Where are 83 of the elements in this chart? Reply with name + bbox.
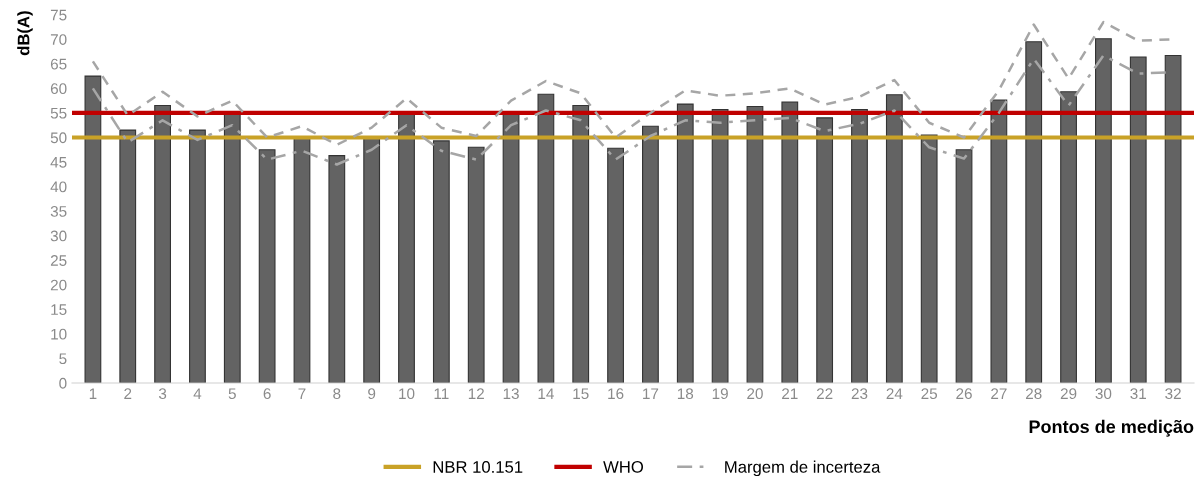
x-tick-label: 15 — [573, 388, 589, 400]
y-tick-label: 70 — [50, 34, 67, 45]
y-tick-label: 50 — [50, 132, 67, 144]
x-tick-label: 10 — [399, 388, 415, 400]
bar — [816, 117, 834, 383]
bar — [642, 125, 659, 383]
bar — [84, 75, 102, 383]
bar — [467, 146, 485, 383]
x-tick-label: 5 — [228, 388, 236, 400]
x-tick-label: 16 — [608, 388, 624, 400]
x-tick-label: 28 — [1025, 388, 1042, 400]
x-axis-title: Pontos de medição — [1029, 419, 1194, 437]
x-tick-label: 3 — [158, 388, 167, 400]
x-tick-label: 4 — [193, 388, 202, 399]
legend-label: WHO — [603, 461, 644, 473]
x-tick-label: 27 — [991, 388, 1007, 399]
y-tick-label: 15 — [51, 304, 67, 316]
x-tick-label: 17 — [643, 388, 659, 399]
x-tick-label: 25 — [921, 388, 938, 400]
y-tick-label: 30 — [50, 230, 67, 242]
x-tick-label: 14 — [538, 388, 554, 399]
legend-label: NBR 10.151 — [433, 461, 523, 473]
bar — [189, 129, 206, 383]
y-tick-label: 65 — [50, 58, 67, 70]
y-tick-label: 10 — [51, 328, 67, 340]
bar — [607, 147, 624, 383]
x-tick-label: 2 — [124, 388, 132, 399]
x-tick-label: 6 — [263, 388, 271, 400]
bar — [328, 155, 346, 383]
bar — [1025, 41, 1043, 383]
legend-label: Margem de incerteza — [725, 460, 881, 477]
x-tick-label: 32 — [1165, 388, 1181, 400]
y-tick-label: 25 — [50, 255, 67, 266]
x-tick-label: 20 — [747, 388, 763, 400]
bar — [1129, 56, 1147, 383]
x-tick-label: 19 — [712, 388, 728, 400]
x-tick-label: 22 — [816, 388, 833, 399]
x-tick-label: 1 — [89, 388, 97, 399]
y-tick-label: 45 — [50, 157, 67, 168]
y-tick-label: 55 — [50, 107, 67, 119]
y-tick-label: 40 — [50, 181, 67, 193]
bar — [502, 112, 520, 383]
bar — [223, 112, 241, 383]
bar — [1060, 91, 1077, 383]
x-tick-label: 13 — [503, 388, 519, 400]
bar — [119, 129, 137, 383]
bar — [990, 99, 1008, 383]
x-tick-label: 29 — [1060, 388, 1077, 400]
x-tick-label: 26 — [956, 388, 972, 400]
y-axis-title: dB(A) — [17, 11, 33, 56]
x-tick-label: 12 — [468, 388, 484, 399]
x-tick-label: 9 — [368, 388, 376, 400]
bar — [258, 149, 276, 383]
x-tick-label: 8 — [333, 388, 341, 400]
y-tick-label: 5 — [59, 353, 67, 365]
bar — [711, 108, 729, 383]
bar — [746, 105, 764, 383]
y-tick-label: 20 — [50, 279, 67, 291]
bar — [537, 93, 555, 383]
x-tick-label: 30 — [1095, 388, 1112, 400]
x-tick-label: 24 — [886, 388, 903, 399]
bar — [1164, 54, 1182, 383]
y-tick-label: 35 — [50, 206, 67, 217]
bar — [154, 105, 171, 383]
bar — [432, 140, 450, 383]
bar — [398, 112, 415, 383]
bar — [920, 134, 938, 383]
y-tick-label: 60 — [50, 83, 67, 95]
bar — [572, 105, 590, 383]
x-tick-label: 23 — [851, 388, 868, 400]
x-tick-label: 31 — [1130, 388, 1146, 400]
bar — [781, 101, 799, 383]
x-tick-label: 21 — [782, 388, 798, 399]
x-tick-label: 11 — [434, 388, 449, 399]
bar — [851, 108, 868, 383]
bar — [955, 149, 973, 383]
x-tick-label: 18 — [677, 388, 694, 400]
y-tick-label: 0 — [59, 377, 67, 389]
y-tick-label: 75 — [50, 9, 67, 21]
bar — [676, 103, 694, 383]
bar — [885, 94, 903, 383]
x-tick-label: 7 — [298, 388, 306, 399]
bar — [1095, 38, 1112, 383]
